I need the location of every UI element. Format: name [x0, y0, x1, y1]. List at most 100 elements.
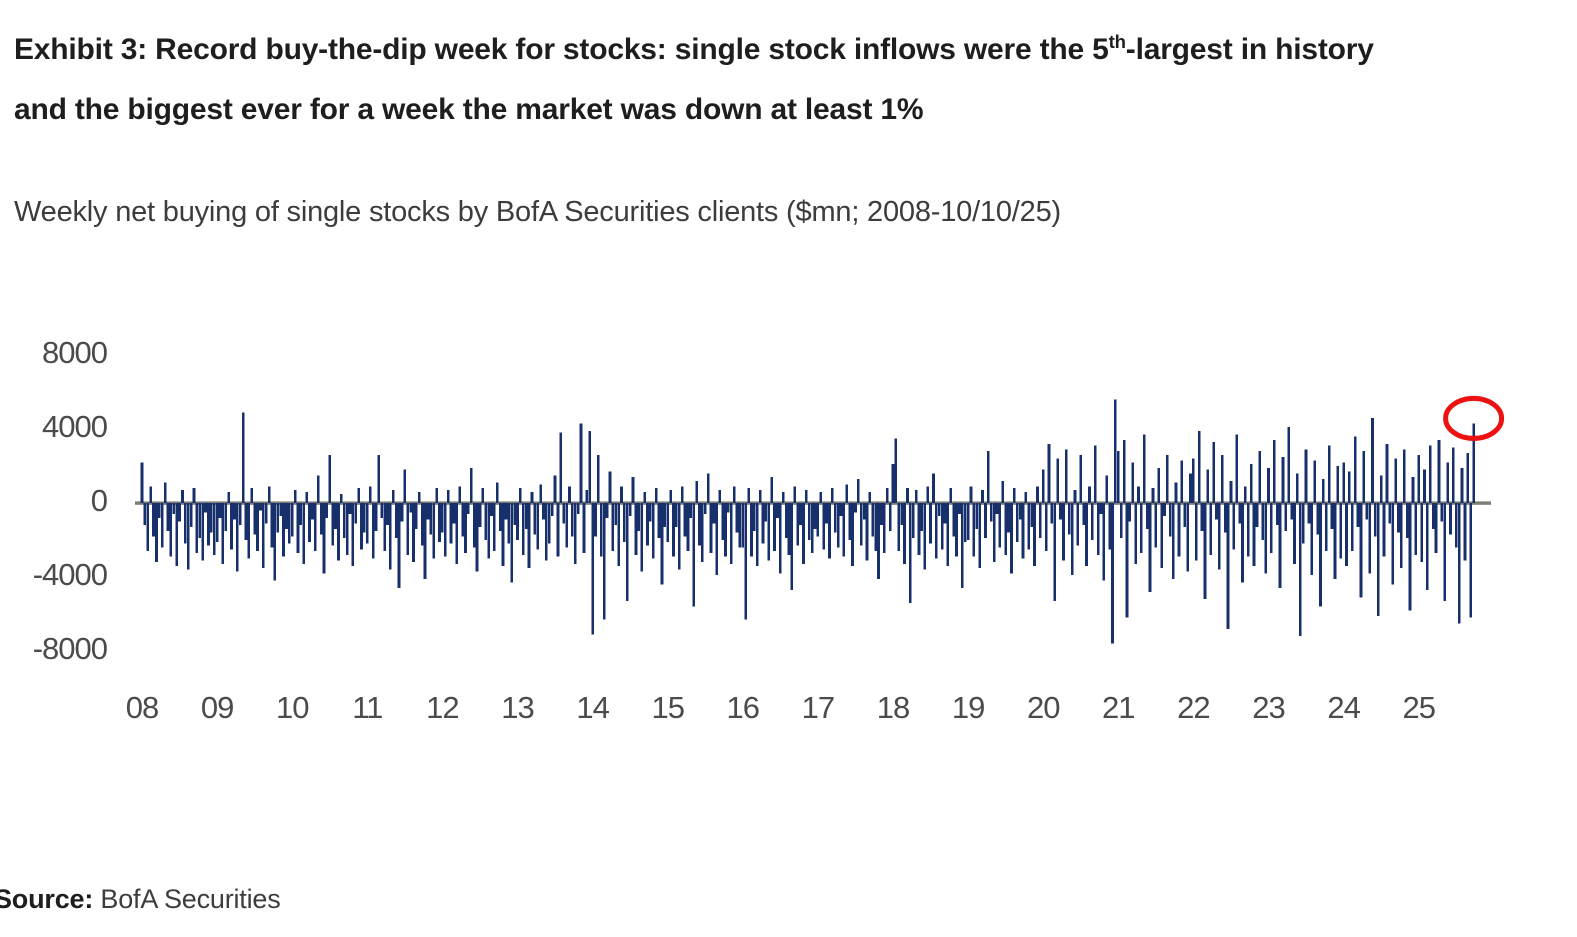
- bar: [718, 490, 722, 503]
- x-tick-label: 25: [1402, 690, 1434, 725]
- bar: [929, 503, 932, 544]
- record-week-circle-annotation: [1443, 395, 1505, 441]
- bar: [755, 503, 759, 566]
- bar: [1440, 503, 1444, 522]
- bar: [501, 503, 505, 566]
- bar: [585, 490, 589, 503]
- bar: [637, 503, 641, 531]
- bar: [235, 503, 239, 572]
- bar: [614, 503, 618, 526]
- bar: [1275, 503, 1279, 526]
- bar: [363, 503, 366, 533]
- bar: [946, 503, 950, 566]
- bar: [640, 503, 644, 572]
- bar: [1359, 503, 1363, 598]
- bar: [1235, 434, 1239, 503]
- bar: [1258, 451, 1262, 503]
- x-tick-label: 15: [651, 690, 683, 725]
- bar: [1411, 477, 1415, 503]
- source-note: Source: BofA Securities: [0, 884, 281, 915]
- bar: [1053, 503, 1057, 601]
- bar: [1116, 451, 1120, 503]
- bar: [469, 467, 473, 503]
- bar: [1365, 503, 1369, 520]
- x-tick-label: 14: [576, 690, 609, 725]
- bar: [273, 503, 277, 581]
- bar: [478, 503, 482, 527]
- bar: [143, 503, 147, 526]
- bar: [1382, 503, 1386, 557]
- bar: [391, 490, 395, 503]
- bar: [1339, 503, 1343, 559]
- bar: [1420, 503, 1423, 563]
- bar: [328, 454, 332, 503]
- bar: [493, 503, 496, 552]
- bar: [403, 469, 407, 503]
- bar: [1093, 445, 1097, 503]
- bar: [406, 503, 410, 555]
- bar: [1004, 503, 1007, 555]
- bar: [256, 503, 259, 552]
- bar: [1160, 503, 1163, 568]
- bar: [969, 486, 973, 503]
- bar: [862, 503, 866, 520]
- bar: [859, 503, 863, 546]
- bar: [883, 503, 886, 553]
- bar: [472, 503, 476, 548]
- bar: [660, 503, 664, 585]
- bar: [753, 503, 756, 531]
- bar: [201, 503, 204, 561]
- bar: [155, 503, 158, 563]
- bar: [397, 503, 401, 589]
- bar: [244, 503, 248, 540]
- bar: [1281, 456, 1285, 504]
- bar: [741, 503, 745, 548]
- bar: [1452, 447, 1455, 503]
- bar: [184, 503, 187, 544]
- x-tick-label: 20: [1027, 690, 1060, 725]
- bar: [1414, 503, 1418, 555]
- bar: [617, 503, 620, 566]
- bar: [455, 503, 459, 564]
- bar: [675, 503, 678, 527]
- bar: [1192, 458, 1195, 503]
- bar: [149, 486, 152, 503]
- bar: [158, 503, 161, 518]
- bar: [1394, 458, 1397, 503]
- bar: [594, 503, 597, 537]
- bar: [195, 503, 199, 553]
- bar: [1154, 503, 1158, 548]
- bar: [779, 503, 782, 574]
- x-tick-label: 12: [426, 690, 458, 725]
- bar: [354, 503, 358, 524]
- bar: [178, 503, 181, 522]
- bar: [316, 475, 320, 504]
- bar: [793, 486, 797, 503]
- bar: [654, 488, 658, 503]
- bar: [1434, 503, 1438, 553]
- bar: [1298, 503, 1302, 637]
- bar: [1290, 503, 1293, 520]
- title-text-post: -largest in history: [1125, 33, 1374, 66]
- bar: [458, 486, 462, 503]
- bar: [926, 486, 929, 503]
- bar: [1168, 503, 1172, 537]
- bar: [1018, 503, 1022, 520]
- bar: [1174, 482, 1178, 503]
- bar: [389, 503, 392, 570]
- bar: [1423, 469, 1426, 503]
- bar: [1114, 399, 1117, 503]
- bar: [573, 503, 577, 564]
- bar: [1085, 503, 1088, 566]
- bar: [695, 480, 698, 503]
- bar: [302, 503, 306, 564]
- bar: [233, 503, 236, 520]
- chart-subtitle: Weekly net buying of single stocks by Bo…: [14, 196, 1061, 228]
- bar: [374, 503, 378, 531]
- bar: [747, 488, 750, 503]
- bar: [429, 503, 433, 535]
- bar: [1036, 486, 1039, 503]
- bar: [911, 503, 915, 539]
- bar: [542, 503, 545, 520]
- bar: [1171, 503, 1175, 579]
